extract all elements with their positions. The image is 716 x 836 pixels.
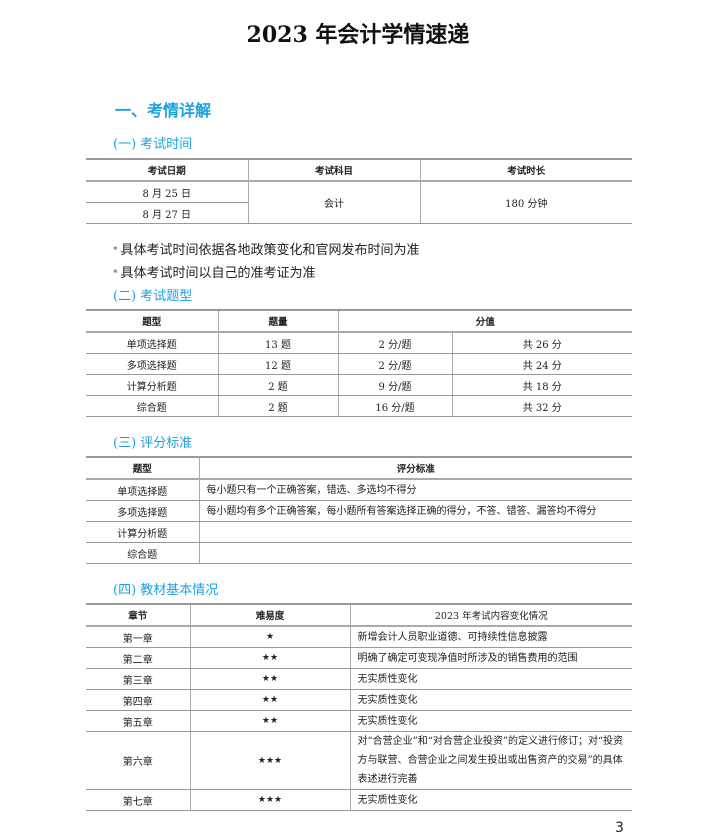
exam-subject: 会计 <box>247 181 420 224</box>
bullet-icon: * <box>113 245 118 256</box>
table-cell: ★★ <box>189 710 350 732</box>
table-cell: 9 分/题 <box>337 374 452 396</box>
page-title: 2023 年会计学情速递 <box>246 22 470 48</box>
table-cell: 共 26 分 <box>451 332 632 354</box>
scoring-table: 题型 评分标准 单项选择题 每小题只有一个正确答案，错选、多选均不得分 多项选择题每… <box>86 456 632 564</box>
table-cell: 每小题只有一个正确答案，错选、多选均不得分 <box>198 479 632 501</box>
table-cell: 第二章 <box>86 647 190 669</box>
note-text: 具体考试时间依据各地政策变化和官网发布时间为准 <box>120 243 420 258</box>
table-cell: 每小题均有多个正确答案，每小题所有答案选择正确的得分，不答、错答、漏答均不得分 <box>198 500 632 522</box>
bullet-icon: * <box>113 268 118 279</box>
exam-date: 8 月 27 日 <box>86 202 248 224</box>
exam-duration: 180 分钟 <box>419 181 632 224</box>
table-cell: 计算分析题 <box>86 521 199 543</box>
table-cell: 2 题 <box>217 374 338 396</box>
table-cell: 无实质性变化 <box>349 668 632 690</box>
table-cell: ★★ <box>189 647 350 669</box>
table-row: 第二章 ★★ 明确了确定可变现净值时所涉及的销售费用的范围 <box>86 647 632 669</box>
table-cell: 2 题 <box>217 395 338 417</box>
header-cell: 2023 年考试内容变化情况 <box>349 603 632 627</box>
header-cell: 章节 <box>86 603 190 627</box>
subheading-scoring: (三) 评分标准 <box>113 436 193 451</box>
header-cell: 题型 <box>86 309 218 333</box>
table-cell: 新增会计人员职业道德、可持续性信息披露 <box>349 626 632 648</box>
table-row: 第三章 ★★ 无实质性变化 <box>86 668 632 690</box>
table-cell: 2 分/题 <box>337 332 452 354</box>
header-cell: 难易度 <box>189 603 350 627</box>
note: * 具体考试时间依据各地政策变化和官网发布时间为准 <box>113 239 420 258</box>
table-cell: 多项选择题 <box>86 500 199 522</box>
table-cell: 无实质性变化 <box>349 710 632 732</box>
table-cell: ★ <box>189 626 350 648</box>
page-number: 3 <box>615 820 624 836</box>
table-cell: ★★ <box>189 668 350 690</box>
table-row: 第四章 ★★ 无实质性变化 <box>86 689 632 711</box>
table-cell: 第五章 <box>86 710 190 732</box>
table-cell: 综合题 <box>86 395 218 417</box>
table-cell: 12 题 <box>217 353 338 375</box>
exam-time-table: 考试日期 考试科目 考试时长 8 月 25 日 会计 180 分钟 8 月 27… <box>86 158 632 224</box>
subheading-textbook: (四) 教材基本情况 <box>113 583 219 598</box>
table-cell: 13 题 <box>217 332 338 354</box>
table-row: 单项选择题 每小题只有一个正确答案，错选、多选均不得分 <box>86 479 632 501</box>
header-cell: 题量 <box>217 309 338 333</box>
table-cell: 无实质性变化 <box>349 789 632 811</box>
table-row: 第六章 ★★★ 对“合营企业”和“对合营企业投资”的定义进行修订；对“投资方与联营、… <box>86 731 632 790</box>
table-cell: 多项选择题 <box>86 353 218 375</box>
table-cell: 对“合营企业”和“对合营企业投资”的定义进行修订；对“投资方与联营、合营企业之间… <box>349 731 632 790</box>
textbook-table: 章节 难易度 2023 年考试内容变化情况 第一章 ★ 新增会计人员职业道德、可持续… <box>86 603 632 811</box>
table-cell: 第七章 <box>86 789 190 811</box>
table-row: 第一章 ★ 新增会计人员职业道德、可持续性信息披露 <box>86 626 632 648</box>
table-row: 多项选择题 每小题均有多个正确答案，每小题所有答案选择正确的得分，不答、错答、漏答… <box>86 500 632 522</box>
subheading-exam-time: (一) 考试时间 <box>113 137 193 152</box>
table-cell: 共 24 分 <box>451 353 632 375</box>
table-cell: ★★ <box>189 689 350 711</box>
table-cell: 第四章 <box>86 689 190 711</box>
table-row: 综合题 2 题 16 分/题共 32 分 <box>86 395 632 417</box>
table-cell: 第六章 <box>86 731 190 790</box>
table-cell: 第一章 <box>86 626 190 648</box>
header-cell: 分值 <box>337 309 632 333</box>
section-heading: 一、考情详解 <box>115 101 212 120</box>
note-text: 具体考试时间以自己的准考证为准 <box>120 266 316 281</box>
table-row: 计算分析题 <box>86 521 632 543</box>
table-row: 第七章 ★★★ 无实质性变化 <box>86 789 632 811</box>
table-row: 第五章 ★★ 无实质性变化 <box>86 710 632 732</box>
table-cell: 单项选择题 <box>86 479 199 501</box>
table-cell <box>198 542 632 564</box>
subheading-question-types: (二) 考试题型 <box>113 289 193 304</box>
header-cell: 考试日期 <box>86 158 248 182</box>
table-cell: 2 分/题 <box>337 353 452 375</box>
table-cell: 单项选择题 <box>86 332 218 354</box>
table-cell: 16 分/题 <box>337 395 452 417</box>
note: * 具体考试时间以自己的准考证为准 <box>113 262 316 281</box>
header-cell: 评分标准 <box>198 456 632 480</box>
table-cell: ★★★ <box>189 731 350 790</box>
table-row: 综合题 <box>86 542 632 564</box>
table-cell: 明确了确定可变现净值时所涉及的销售费用的范围 <box>349 647 632 669</box>
table-cell: ★★★ <box>189 789 350 811</box>
header-cell: 题型 <box>86 456 199 480</box>
header-cell: 考试时长 <box>419 158 632 182</box>
table-cell: 共 32 分 <box>451 395 632 417</box>
table-cell: 第三章 <box>86 668 190 690</box>
header-cell: 考试科目 <box>247 158 420 182</box>
exam-date: 8 月 25 日 <box>86 181 248 203</box>
table-cell: 综合题 <box>86 542 199 564</box>
table-cell: 共 18 分 <box>451 374 632 396</box>
table-cell <box>198 521 632 543</box>
table-cell: 无实质性变化 <box>349 689 632 711</box>
table-cell: 计算分析题 <box>86 374 218 396</box>
